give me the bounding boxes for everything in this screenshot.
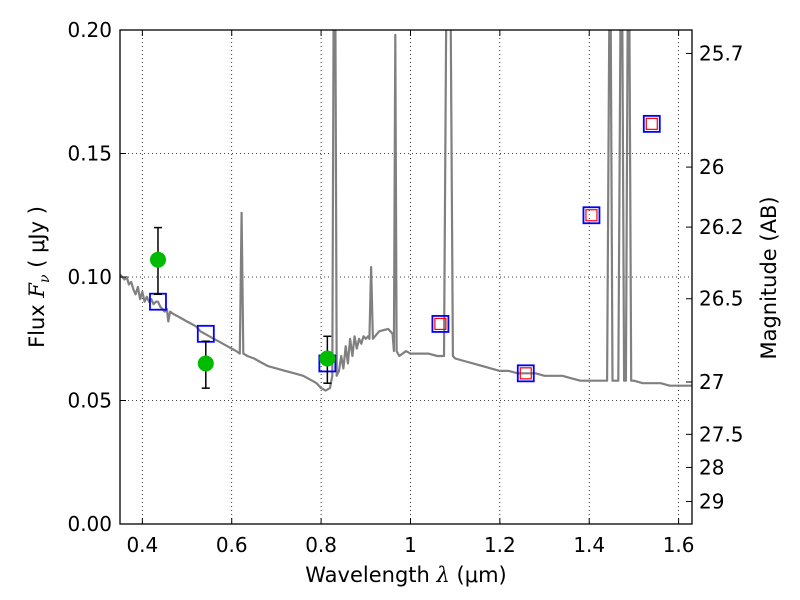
observed-point xyxy=(319,350,336,367)
x-axis-label-symbol: λ xyxy=(436,563,450,587)
model-photometry-square xyxy=(431,315,450,333)
y-tick-label: 0.15 xyxy=(67,142,112,166)
model-photometry-square xyxy=(642,114,661,133)
y-tick-label: 0.05 xyxy=(67,389,112,413)
right-tick-label: 25.7 xyxy=(699,41,744,65)
y-axis-label: Flux Fν ( μJy ) xyxy=(25,206,53,348)
y-axis-label-unit: ( μJy ) xyxy=(25,206,49,268)
x-tick-label: 1 xyxy=(404,533,417,557)
spectrum-line xyxy=(120,30,692,392)
x-tick-label: 0.6 xyxy=(216,533,248,557)
x-axis-label-unit: (μm) xyxy=(457,563,507,587)
y-axis-label-subscript: ν xyxy=(37,274,53,283)
right-tick-label: 28 xyxy=(699,455,724,479)
y-tick-label: 0.20 xyxy=(67,18,112,42)
model-photometry-square xyxy=(582,206,601,225)
template-photometry-square xyxy=(434,317,447,331)
right-tick-label: 26.5 xyxy=(699,287,744,311)
right-tick-label: 26.2 xyxy=(699,215,744,239)
observed-point xyxy=(149,251,166,268)
observed-point xyxy=(197,355,214,372)
plot-background xyxy=(120,30,692,524)
x-tick-label: 1.2 xyxy=(484,533,516,557)
right-tick-label: 27 xyxy=(699,370,724,394)
template-photometry-square xyxy=(585,209,598,222)
right-tick-label: 29 xyxy=(699,490,724,514)
y-axis-label-symbol: F xyxy=(25,282,49,299)
x-tick-label: 1.6 xyxy=(663,533,695,557)
y-axis-label-text: Flux xyxy=(25,304,49,348)
template-photometry-square xyxy=(519,367,532,380)
template-photometry-square xyxy=(645,117,658,130)
right-tick-label: 27.5 xyxy=(699,422,744,446)
y-tick-label: 0.00 xyxy=(67,512,112,536)
x-tick-label: 0.8 xyxy=(305,533,337,557)
x-tick-label: 0.4 xyxy=(126,533,158,557)
x-tick-label: 1.4 xyxy=(573,533,605,557)
x-axis-label: Wavelength λ (μm) xyxy=(305,563,506,587)
right-tick-label: 26 xyxy=(699,155,724,179)
x-axis-label-text: Wavelength xyxy=(305,563,430,587)
y-tick-label: 0.10 xyxy=(67,265,112,289)
right-axis-label: Magnitude (AB) xyxy=(757,196,781,359)
model-photometry-square xyxy=(516,364,535,383)
